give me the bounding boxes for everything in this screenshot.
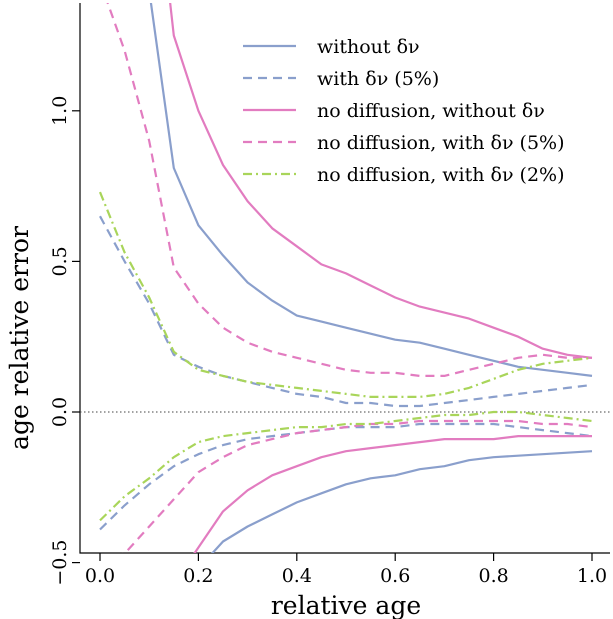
plot-frame [79, 3, 610, 554]
y-axis: −0.50.00.51.01.52.02.5 [49, 96, 80, 586]
series-line-3-upper [169, 3, 593, 359]
series-line-3-lower [193, 435, 592, 553]
x-tick-label: 0.2 [183, 565, 213, 587]
series-layer [98, 3, 593, 553]
y-tick-label: 1.0 [49, 96, 71, 126]
series-line-2-upper [99, 215, 593, 408]
x-tick-label: 0.6 [380, 565, 410, 587]
y-tick-label: 0.5 [49, 246, 71, 276]
x-tick-label: 0.4 [282, 565, 312, 587]
legend-label-3: no diffusion, without δν [317, 100, 545, 122]
series-line-5-upper [98, 191, 593, 398]
y-tick-label: −0.5 [49, 540, 71, 586]
axis-box [79, 3, 610, 554]
legend: without δν with δν (5%) no diffusion, with… [243, 36, 565, 186]
legend-label-2: with δν (5%) [317, 68, 439, 90]
x-axis-title: relative age [271, 591, 421, 619]
x-axis: 0.0 0.2 0.4 0.6 0.8 1.0 [85, 553, 607, 587]
series-line-4-lower [122, 419, 593, 553]
series-line-2-lower [99, 422, 593, 531]
legend-label-5: no diffusion, with δν (2%) [317, 164, 565, 186]
y-tick-label: 0.0 [49, 397, 71, 427]
x-tick-label: 0.0 [85, 565, 115, 587]
x-tick-label: 1.0 [577, 565, 607, 587]
y-axis-title: age relative error [5, 226, 34, 450]
x-tick-label: 0.8 [478, 565, 508, 587]
legend-label-1: without δν [317, 36, 420, 58]
series-line-5-lower [99, 410, 593, 522]
series-line-1-lower [211, 450, 593, 553]
legend-label-4: no diffusion, with δν (5%) [317, 132, 565, 154]
series-line-1-upper [149, 3, 593, 377]
